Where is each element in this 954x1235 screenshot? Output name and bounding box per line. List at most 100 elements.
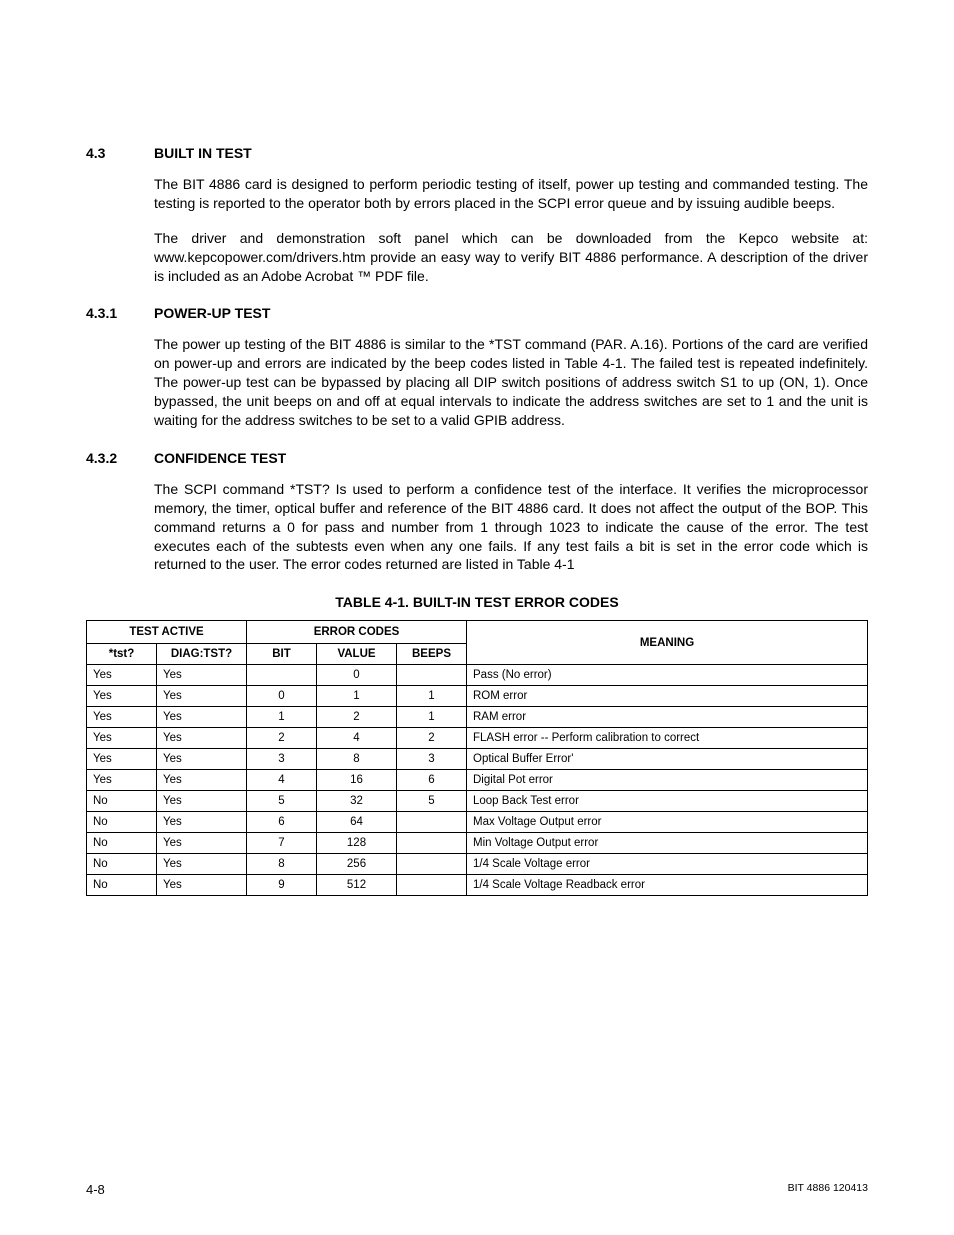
section-4-3: 4.3BUILT IN TEST The BIT 4886 card is des…: [86, 145, 868, 285]
table-cell: 2: [397, 728, 467, 749]
table-cell: 8: [317, 749, 397, 770]
table-cell: Yes: [87, 728, 157, 749]
table-cell: Loop Back Test error: [467, 791, 868, 812]
table-cell: [397, 665, 467, 686]
section-heading: 4.3BUILT IN TEST: [86, 145, 868, 161]
table-cell: 5: [247, 791, 317, 812]
section-4-3-2: 4.3.2CONFIDENCE TEST The SCPI command *TS…: [86, 450, 868, 574]
table-cell: 7: [247, 833, 317, 854]
col-group-error-codes: ERROR CODES: [247, 621, 467, 644]
table-cell: Yes: [157, 749, 247, 770]
section-number: 4.3: [86, 145, 154, 161]
table-row: YesYes242FLASH error -- Perform calibrat…: [87, 728, 868, 749]
table-cell: Yes: [157, 833, 247, 854]
page-number: 4-8: [86, 1182, 105, 1197]
table-cell: Yes: [87, 707, 157, 728]
table-cell: 6: [397, 770, 467, 791]
table-cell: [397, 854, 467, 875]
body-paragraph: The driver and demonstration soft panel …: [154, 229, 868, 286]
table-cell: ROM error: [467, 686, 868, 707]
section-number: 4.3.2: [86, 450, 154, 466]
table-cell: Yes: [157, 665, 247, 686]
table-cell: Min Voltage Output error: [467, 833, 868, 854]
table-cell: [397, 833, 467, 854]
table-cell: Yes: [157, 875, 247, 896]
table-cell: FLASH error -- Perform calibration to co…: [467, 728, 868, 749]
page-footer: 4-8 BIT 4886 120413: [86, 1182, 868, 1197]
table-row: NoYes664 Max Voltage Output error: [87, 812, 868, 833]
table-row: YesYes4166Digital Pot error: [87, 770, 868, 791]
table-row: YesYes121RAM error: [87, 707, 868, 728]
table-cell: 6: [247, 812, 317, 833]
table-cell: Yes: [87, 665, 157, 686]
table-cell: [397, 875, 467, 896]
table-cell: 256: [317, 854, 397, 875]
table-cell: 3: [247, 749, 317, 770]
table-cell: No: [87, 875, 157, 896]
table-caption: TABLE 4-1. BUILT-IN TEST ERROR CODES: [86, 594, 868, 610]
table-cell: 1: [397, 686, 467, 707]
table-row: YesYes 0 Pass (No error): [87, 665, 868, 686]
table-cell: 5: [397, 791, 467, 812]
table-row: NoYes95121/4 Scale Voltage Readback erro…: [87, 875, 868, 896]
table-cell: 1/4 Scale Voltage Readback error: [467, 875, 868, 896]
table-cell: 1/4 Scale Voltage error: [467, 854, 868, 875]
error-codes-table: TEST ACTIVEERROR CODESMEANING *tst?DIAG:T…: [86, 620, 868, 896]
section-title: CONFIDENCE TEST: [154, 450, 286, 466]
table-cell: No: [87, 833, 157, 854]
col-header: *tst?: [87, 644, 157, 665]
table-cell: 8: [247, 854, 317, 875]
table-cell: 0: [317, 665, 397, 686]
col-header: DIAG:TST?: [157, 644, 247, 665]
table-cell: 64: [317, 812, 397, 833]
table-row: YesYes011ROM error: [87, 686, 868, 707]
col-meaning: MEANING: [467, 621, 868, 665]
table-cell: Yes: [157, 854, 247, 875]
col-group-test-active: TEST ACTIVE: [87, 621, 247, 644]
table-cell: Yes: [157, 812, 247, 833]
table-cell: No: [87, 854, 157, 875]
table-row: NoYes5325Loop Back Test error: [87, 791, 868, 812]
table-cell: Yes: [87, 770, 157, 791]
table-cell: Yes: [87, 686, 157, 707]
table-cell: 512: [317, 875, 397, 896]
col-header: BEEPS: [397, 644, 467, 665]
doc-id: BIT 4886 120413: [788, 1182, 868, 1197]
table-row: NoYes7128 Min Voltage Output error: [87, 833, 868, 854]
table-cell: No: [87, 812, 157, 833]
body-paragraph: The SCPI command *TST? Is used to perfor…: [154, 480, 868, 574]
table-cell: 128: [317, 833, 397, 854]
body-paragraph: The power up testing of the BIT 4886 is …: [154, 335, 868, 429]
table-cell: Digital Pot error: [467, 770, 868, 791]
table-row: YesYes383Optical Buffer Error': [87, 749, 868, 770]
section-heading: 4.3.1POWER-UP TEST: [86, 305, 868, 321]
table-cell: 32: [317, 791, 397, 812]
table-cell: 16: [317, 770, 397, 791]
body-paragraph: The BIT 4886 card is designed to perform…: [154, 175, 868, 213]
section-heading: 4.3.2CONFIDENCE TEST: [86, 450, 868, 466]
table-cell: 4: [247, 770, 317, 791]
section-4-3-1: 4.3.1POWER-UP TEST The power up testing o…: [86, 305, 868, 429]
table-cell: RAM error: [467, 707, 868, 728]
col-header: VALUE: [317, 644, 397, 665]
table-cell: Yes: [157, 707, 247, 728]
table-cell: Yes: [157, 770, 247, 791]
table-cell: Max Voltage Output error: [467, 812, 868, 833]
table-cell: Yes: [157, 728, 247, 749]
table-row: NoYes8256 1/4 Scale Voltage error: [87, 854, 868, 875]
col-header: BIT: [247, 644, 317, 665]
table-cell: [247, 665, 317, 686]
table-cell: Pass (No error): [467, 665, 868, 686]
table-cell: 2: [247, 728, 317, 749]
section-title: BUILT IN TEST: [154, 145, 252, 161]
table-cell: 1: [397, 707, 467, 728]
table-cell: 3: [397, 749, 467, 770]
table-cell: No: [87, 791, 157, 812]
table-cell: 1: [247, 707, 317, 728]
table-cell: Yes: [157, 686, 247, 707]
table-cell: [397, 812, 467, 833]
table-cell: Yes: [157, 791, 247, 812]
table-cell: Yes: [87, 749, 157, 770]
table-cell: 2: [317, 707, 397, 728]
section-title: POWER-UP TEST: [154, 305, 270, 321]
